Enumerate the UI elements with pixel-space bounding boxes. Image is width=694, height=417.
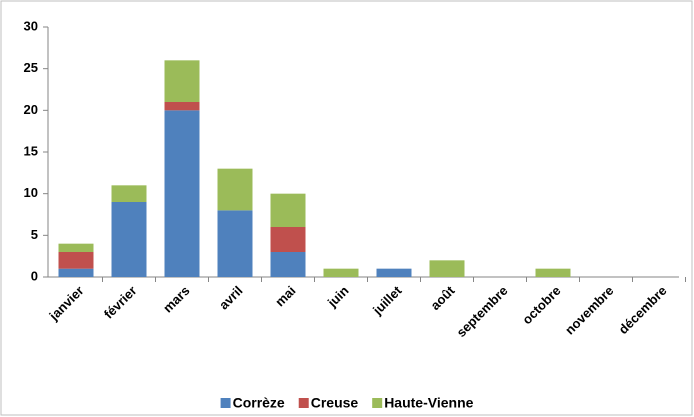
- y-tick-label: 5: [31, 227, 38, 242]
- bar-segment: [164, 102, 200, 111]
- bar-segment: [217, 168, 253, 211]
- y-tick-label: 15: [24, 143, 38, 158]
- legend-label: Haute-Vienne: [384, 395, 473, 411]
- bar-segment: [270, 252, 306, 277]
- legend-swatch: [220, 398, 231, 408]
- y-tick-label: 0: [31, 268, 38, 283]
- bar-segment: [535, 268, 571, 277]
- y-tick-label: 20: [24, 102, 38, 117]
- legend: Corrèze Creuse Haute-Vienne: [220, 395, 474, 411]
- bar-segment: [376, 268, 412, 277]
- bar-segment: [58, 252, 94, 269]
- legend-swatch: [372, 398, 383, 408]
- bar-segment: [323, 268, 359, 277]
- bar-segment: [111, 202, 147, 277]
- bar-segment: [164, 60, 200, 102]
- bar-segment: [270, 227, 306, 252]
- bar-segment: [164, 110, 200, 277]
- bar-segment: [58, 243, 94, 252]
- bar-segment: [217, 210, 253, 277]
- y-tick-label: 10: [24, 185, 38, 200]
- y-tick-label: 25: [24, 60, 38, 75]
- legend-label: Creuse: [311, 395, 359, 411]
- legend-swatch: [298, 398, 309, 408]
- bar-segment: [58, 268, 94, 277]
- bar-segment: [270, 193, 306, 227]
- y-tick-label: 30: [24, 18, 38, 33]
- legend-label: Corrèze: [233, 395, 285, 411]
- bar-segment: [111, 185, 147, 202]
- bar-segment: [429, 260, 465, 277]
